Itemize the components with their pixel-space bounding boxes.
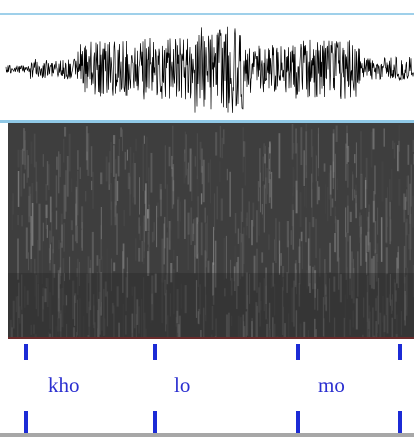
waveform-bottom-border [0,120,414,123]
boundary-marker-bottom[interactable] [24,411,28,433]
interval-label-lo[interactable]: lo [174,373,191,397]
interval-label-kho[interactable]: kho [48,373,80,397]
interval-label-mo[interactable]: mo [318,373,345,397]
spectrogram-baseline [8,337,414,339]
boundary-marker-bottom[interactable] [398,411,402,433]
spectrogram-plot [8,123,414,338]
boundary-marker-top[interactable] [153,344,157,360]
tier-bottom-border [0,433,414,437]
boundary-marker-top[interactable] [24,344,28,360]
textgrid-tier[interactable]: kho lo mo [0,339,414,439]
boundary-marker-bottom[interactable] [296,411,300,433]
boundary-marker-bottom[interactable] [153,411,157,433]
spectrogram-panel[interactable] [8,123,414,338]
waveform-top-border [0,13,414,15]
boundary-marker-top[interactable] [296,344,300,360]
waveform-plot [5,26,414,113]
spectrogram-texture [8,123,414,338]
boundary-marker-top[interactable] [398,344,402,360]
waveform-panel[interactable] [0,0,414,124]
waveform-trace [5,26,414,113]
